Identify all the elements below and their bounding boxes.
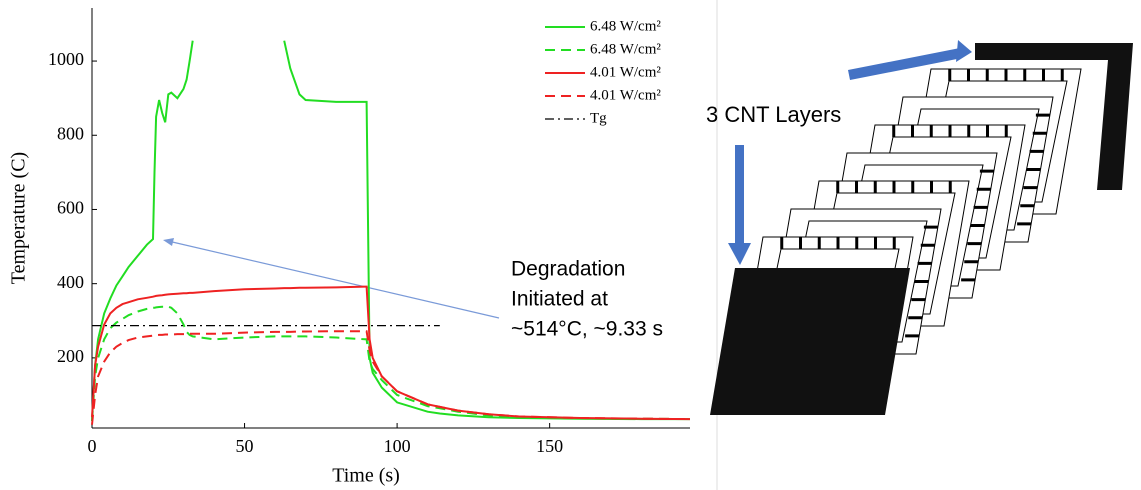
annotation: ~514°C, ~9.33 s	[511, 318, 663, 341]
legend-label: Tg	[590, 110, 607, 126]
diagram: 3 CNT Layers	[706, 40, 1133, 415]
arrow-head	[956, 40, 972, 62]
x-tick-label: 100	[384, 436, 411, 456]
x-axis-label: Time (s)	[332, 465, 400, 487]
series-line	[91, 285, 691, 421]
cnt-layer-top	[975, 43, 1133, 190]
legend-label: 4.01 W/cm²	[590, 64, 661, 80]
annotation-arrow	[167, 240, 500, 319]
x-tick-label: 50	[236, 436, 254, 456]
annotation: Degradation	[511, 258, 625, 281]
y-tick-label: 800	[57, 123, 84, 143]
cnt-layers	[710, 43, 1133, 415]
annotation: Initiated at	[511, 288, 608, 311]
y-tick-label: 1000	[48, 49, 84, 69]
x-tick-label: 150	[536, 436, 563, 456]
arrow	[848, 48, 962, 80]
x-tick-label: 0	[88, 436, 97, 456]
y-tick-label: 400	[57, 272, 84, 292]
y-tick-label: 600	[57, 198, 84, 218]
legend-label: 6.48 W/cm²	[590, 41, 661, 57]
legend-label: 6.48 W/cm²	[590, 18, 661, 34]
diagram-label: 3 CNT Layers	[706, 102, 841, 127]
cnt-layer-bottom	[710, 268, 910, 415]
series-line	[91, 305, 691, 422]
arrow-head	[728, 243, 751, 265]
annotation-arrowhead	[163, 238, 174, 246]
chart: Time (s) Temperature (C) 0 50 100 150 200 400…	[8, 8, 691, 487]
y-tick-label: 200	[57, 346, 84, 366]
series-line	[91, 330, 691, 425]
y-axis-label: Temperature (C)	[8, 152, 30, 284]
arrow	[735, 145, 744, 245]
legend-label: 4.01 W/cm²	[590, 87, 661, 103]
